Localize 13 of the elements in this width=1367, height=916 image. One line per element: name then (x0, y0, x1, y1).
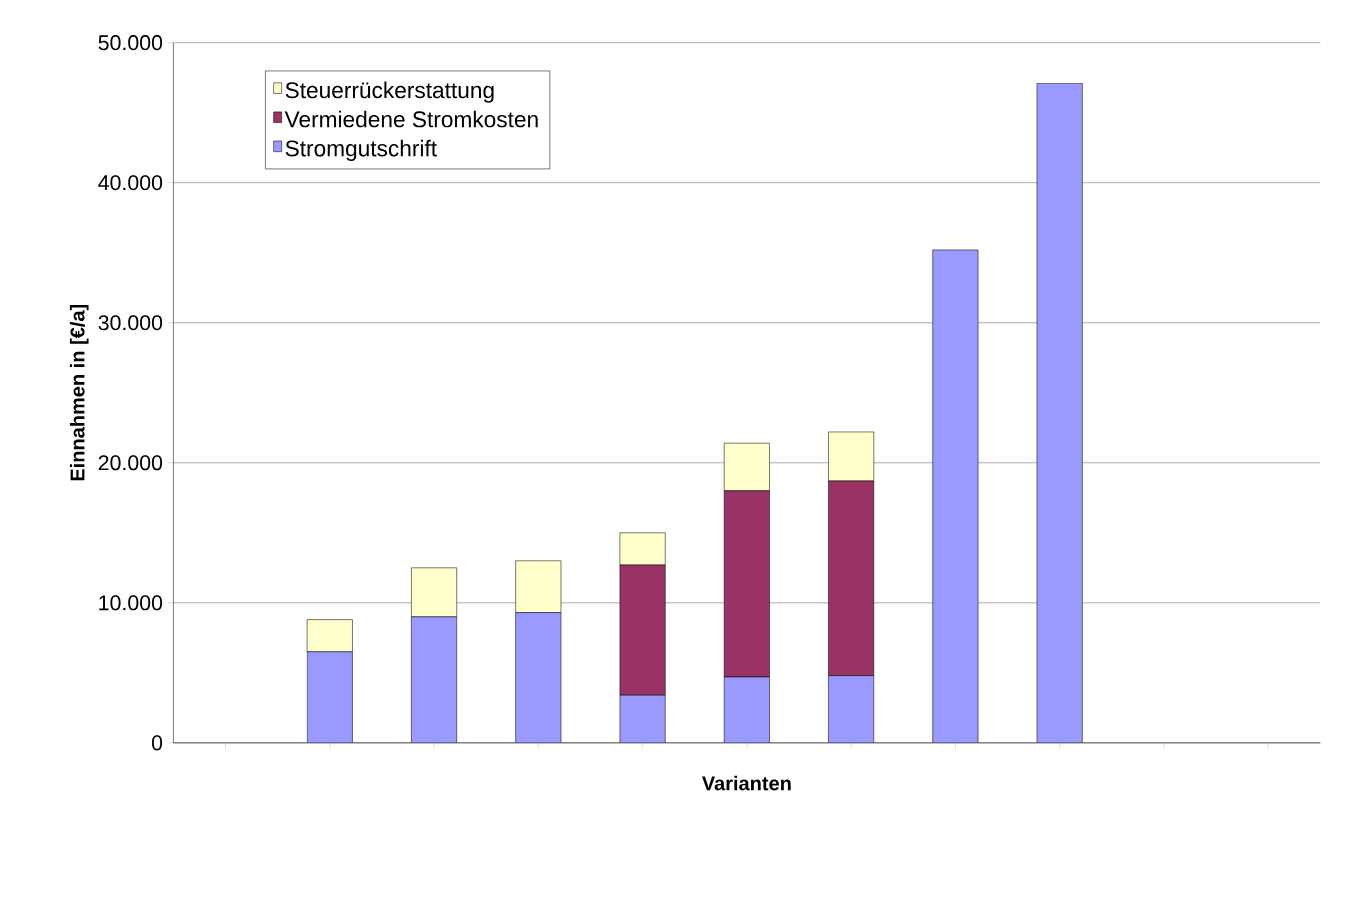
x-axis-title: Varianten (701, 775, 791, 791)
bar (932, 249, 979, 743)
legend-label: Steuerrückerstattung (285, 81, 494, 103)
legend-label: Vermiedene Stromkosten (284, 110, 538, 128)
bar (1036, 82, 1083, 743)
y-tick-label: 40.000 (98, 175, 163, 191)
y-tick-label: 50.000 (98, 35, 163, 51)
y-tick-label: 10.000 (99, 595, 163, 611)
y-axis-title: Einnahmen in [€/a] (69, 304, 89, 481)
y-tick-label: 0 (151, 735, 163, 751)
y-tick-label: 20.000 (98, 455, 163, 471)
legend-label: Stromgutschrift (285, 139, 437, 161)
y-tick-label: 30.000 (98, 315, 163, 331)
